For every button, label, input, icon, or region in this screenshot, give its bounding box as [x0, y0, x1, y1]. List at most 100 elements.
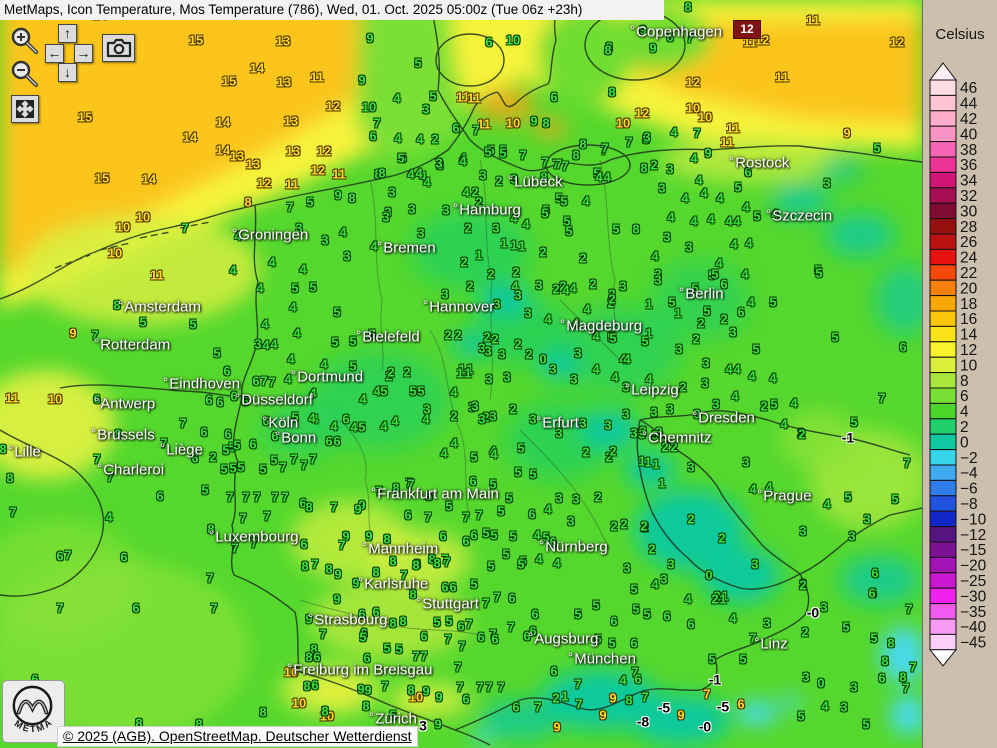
temp-value: 3: [485, 371, 493, 387]
city-label: °Dresden: [692, 408, 755, 427]
temp-value: 7: [507, 619, 515, 635]
pan-up-button[interactable]: ↑: [58, 24, 77, 43]
zoom-in-button[interactable]: [9, 26, 39, 56]
temp-value: 7: [263, 508, 271, 524]
svg-text:−40: −40: [960, 619, 987, 636]
temp-value: 7: [160, 435, 168, 451]
temp-value: 7: [456, 679, 464, 695]
temp-value: 4: [583, 301, 591, 317]
temp-value: 5: [397, 150, 405, 166]
legend-color-scale: 46 44 42 40 38 36 34 32 30 28 26 24 22 20 18 16 14 12 10 8 6…: [928, 62, 997, 675]
temp-value: 5: [592, 597, 600, 613]
temp-value: 2: [798, 426, 806, 442]
attribution[interactable]: © 2025 (AGB). OpenStreetMap. Deutscher W…: [57, 726, 418, 747]
temp-value: 3: [478, 340, 486, 356]
temp-value: 5: [753, 208, 761, 224]
temp-value: 3: [639, 423, 647, 439]
temp-value: 4: [821, 698, 829, 714]
temp-value: 5: [844, 489, 852, 505]
temp-value: 12: [325, 98, 341, 114]
temp-value: 7: [441, 551, 449, 567]
temp-value: 4: [422, 411, 430, 427]
screenshot-button[interactable]: [102, 34, 135, 62]
temp-value: 5: [711, 266, 719, 282]
temp-value: 7: [242, 489, 250, 505]
temp-value: 5: [560, 193, 568, 209]
temp-value: 6: [56, 548, 64, 564]
temp-value: 6: [512, 699, 520, 715]
temp-value: 5: [509, 528, 517, 544]
temp-value: 5: [306, 194, 314, 210]
temp-value: 14: [141, 171, 157, 187]
temp-value: 5: [359, 629, 367, 645]
temp-value: 2: [539, 244, 547, 260]
svg-text:32: 32: [960, 188, 977, 205]
temp-value: 2: [209, 449, 217, 465]
city-label: °Nürnberg: [539, 537, 608, 556]
temp-value: 8: [572, 147, 580, 163]
city-marker-icon: °: [528, 629, 534, 645]
temp-value: 9: [334, 187, 342, 203]
temp-value: 3: [435, 155, 443, 171]
temp-value: 7: [703, 686, 711, 702]
temp-value: 9: [366, 30, 374, 46]
fullscreen-button[interactable]: [11, 95, 39, 123]
pan-left-button[interactable]: ←: [45, 44, 64, 63]
city-marker-icon: °: [508, 172, 514, 188]
temp-value: 2: [687, 511, 695, 527]
temp-value: 4: [261, 316, 269, 332]
temp-value: 3: [650, 404, 658, 420]
temp-value: 3: [572, 491, 580, 507]
city-marker-icon: °: [371, 484, 377, 500]
city-marker-icon: °: [275, 428, 281, 444]
temp-value: 7: [281, 489, 289, 505]
temp-value: 8: [207, 521, 215, 537]
temp-value: 4: [670, 124, 678, 140]
temp-value: 4: [765, 479, 773, 495]
temp-value: 6: [523, 628, 531, 644]
metmaps-logo[interactable]: METMAPS: [0, 673, 65, 743]
temp-value: 7: [641, 689, 649, 705]
temp-value: 2: [525, 346, 533, 362]
city-label: °Frankfurt am Main: [371, 484, 499, 503]
temp-value: 1: [466, 361, 474, 377]
temp-value: 11: [456, 89, 470, 105]
temp-value: 5: [563, 213, 571, 229]
svg-text:12: 12: [960, 342, 977, 359]
title-bar: MetMaps, Icon Temperature, Mos Temperatu…: [0, 0, 664, 20]
temp-value: 3: [498, 346, 506, 362]
temp-value: 4: [780, 416, 788, 432]
temp-value: 3: [441, 286, 449, 302]
temp-value: 1: [456, 365, 464, 381]
temp-value: 3: [524, 305, 532, 321]
temp-value: 3: [382, 209, 390, 225]
temp-value: 9: [358, 497, 366, 513]
temp-value: 5: [470, 576, 478, 592]
temp-value: 11: [806, 12, 820, 28]
temp-value: 5: [499, 142, 507, 158]
temp-value: 7: [91, 327, 99, 343]
temp-value: 2: [431, 131, 439, 147]
temp-value: 6: [687, 616, 695, 632]
zoom-out-button[interactable]: [9, 59, 39, 89]
temp-value: 2: [760, 398, 768, 414]
temp-value: 8: [372, 564, 380, 580]
temp-value: 5: [389, 707, 397, 723]
temp-value: -0: [698, 718, 712, 735]
temp-value: 3: [510, 171, 518, 187]
temp-value: 5: [220, 461, 228, 477]
weather-map[interactable]: 1415131515141311141412131312121112111514…: [0, 0, 922, 748]
legend-panel: Celsius 46 44 42 40 38 36 34 32 30 28 26 24 22 20 18 16…: [922, 0, 997, 748]
temp-value: 6: [469, 473, 477, 489]
temp-value: 4: [623, 351, 631, 367]
temp-value: 10: [615, 115, 631, 131]
svg-text:8: 8: [960, 373, 969, 390]
pan-right-button[interactable]: →: [74, 44, 93, 63]
temp-value: 4: [790, 395, 798, 411]
temp-value: 4: [511, 278, 519, 294]
temp-value: 4: [667, 209, 675, 225]
city-label: °Mannheim: [362, 539, 439, 558]
temp-value: 3: [660, 571, 668, 587]
pan-down-button[interactable]: ↓: [58, 63, 77, 82]
temp-value: 5: [349, 333, 357, 349]
